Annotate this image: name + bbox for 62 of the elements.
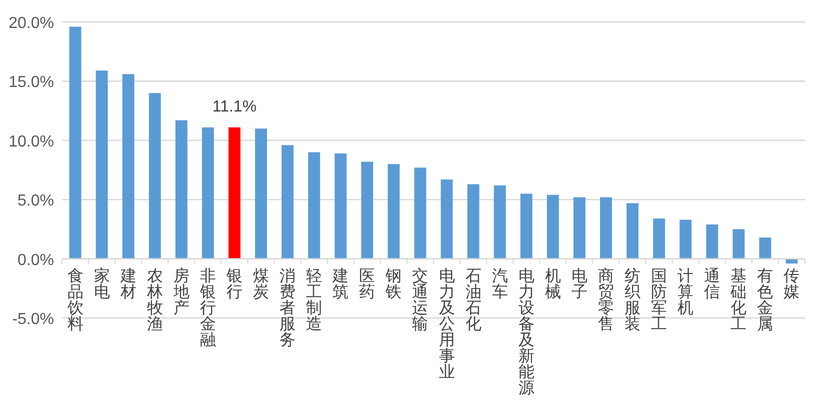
bar	[520, 194, 532, 259]
x-tick-label: 基础化工	[730, 266, 747, 333]
x-tick-label: 建材	[119, 266, 136, 301]
x-tick-label: 房地产	[172, 266, 190, 317]
bar	[282, 145, 294, 259]
x-tick-label: 钢铁	[384, 268, 402, 301]
y-tick-label: 20.0%	[8, 15, 54, 32]
x-tick-label: 计算机	[678, 266, 694, 317]
x-tick-label: 医药	[359, 268, 376, 301]
bar	[440, 179, 453, 259]
bar	[175, 120, 188, 259]
bar	[414, 168, 426, 259]
bar	[202, 127, 214, 259]
x-tick-label: 有色金属	[757, 268, 774, 333]
x-tick-label: 石油石化	[465, 268, 482, 333]
x-tick-label: 商贸零售	[598, 266, 614, 333]
bar	[732, 229, 745, 259]
bar	[759, 237, 772, 259]
bar	[546, 194, 559, 259]
data-label: 11.1%	[212, 98, 257, 116]
y-tick-label: 5.0%	[18, 192, 54, 210]
x-tick-label: 食品饮料	[66, 266, 84, 333]
x-tick-label: 建筑	[332, 266, 349, 301]
x-tick-label: 电力及公用事业	[438, 266, 455, 381]
x-tick-label: 银行	[225, 268, 242, 301]
bar	[626, 203, 638, 259]
bar	[361, 162, 374, 259]
x-tick-label: 传媒	[784, 268, 800, 301]
x-tick-label: 农林牧渔	[146, 268, 163, 333]
bar	[96, 70, 108, 259]
bar	[467, 184, 480, 259]
bar	[228, 127, 240, 259]
bar	[308, 152, 320, 259]
y-tick-label: -5.0%	[12, 311, 54, 328]
y-tick-label: 10.0%	[8, 133, 54, 150]
x-tick-label: 轻工制造	[306, 268, 322, 333]
bar	[334, 153, 347, 259]
x-tick-label: 家电	[94, 266, 110, 301]
bar	[573, 197, 586, 259]
x-tick-label: 纺织服装	[624, 266, 641, 333]
x-tick-label: 非银行金融	[198, 266, 216, 349]
bar	[600, 197, 612, 259]
x-tick-label: 消费者服务	[280, 266, 296, 349]
bar	[122, 74, 134, 259]
x-tick-label: 国防军工	[651, 268, 668, 333]
x-tick-label: 交通运输	[412, 266, 428, 333]
y-tick-label: 15.0%	[8, 74, 54, 92]
x-tick-label: 通信	[704, 266, 720, 301]
bar	[653, 218, 666, 259]
x-tick-label: 机械	[544, 266, 561, 301]
x-tick-label: 煤炭	[253, 268, 270, 301]
x-tick-label: 汽车	[492, 268, 508, 301]
x-tick-label: 电子	[571, 266, 588, 301]
bar	[69, 26, 82, 259]
bar	[680, 220, 692, 259]
bar	[255, 128, 267, 259]
y-tick-label: 0.0%	[18, 252, 54, 269]
bar	[388, 164, 400, 259]
x-tick-label: 电力设备及新能源	[518, 266, 534, 397]
bar	[706, 224, 718, 259]
bar	[148, 93, 161, 259]
bar	[494, 185, 506, 259]
